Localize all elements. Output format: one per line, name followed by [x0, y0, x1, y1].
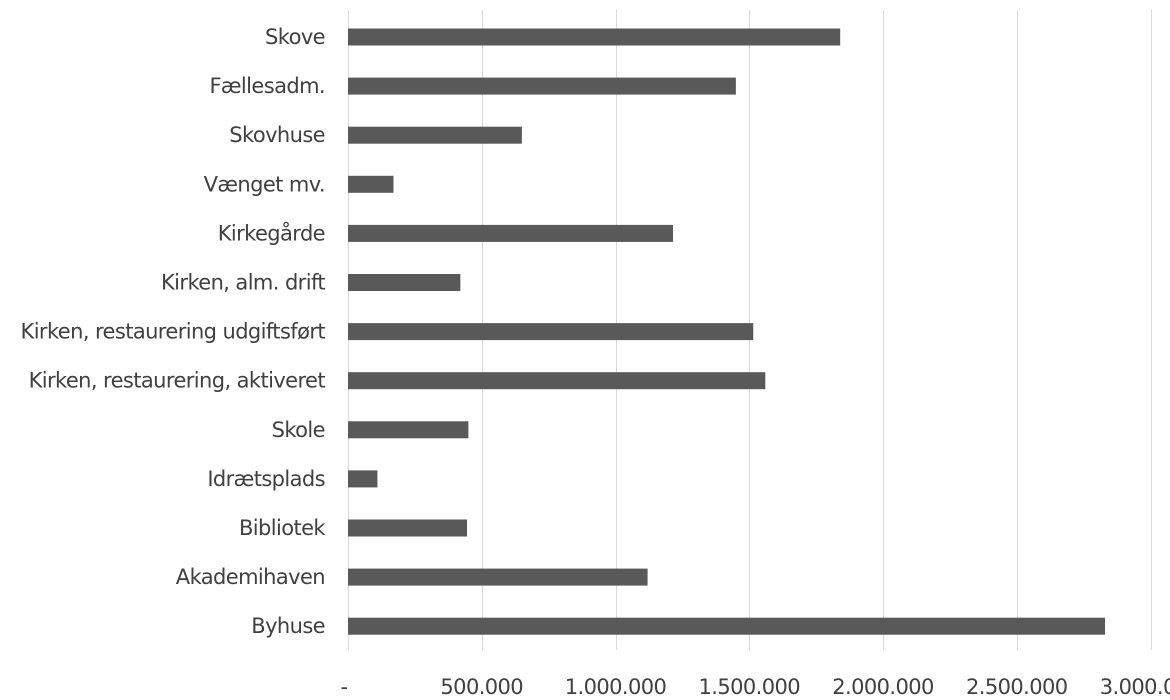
category-label-0: Skove: [265, 25, 325, 49]
category-label-6: Kirken, restaurering udgiftsført: [21, 320, 326, 344]
category-label-3: Vænget mv.: [204, 172, 325, 196]
bar-0: [348, 28, 841, 46]
x-tick-label-0: -: [341, 675, 348, 699]
category-label-4: Kirkegårde: [218, 220, 325, 245]
bar-5: [348, 274, 461, 291]
x-tick-label-6: 3.000.000: [1100, 675, 1170, 699]
x-tick-label-2: 1.000.000: [565, 675, 666, 699]
category-label-8: Skole: [272, 418, 325, 442]
category-label-2: Skovhuse: [229, 123, 325, 147]
category-label-12: Byhuse: [251, 614, 325, 638]
bar-1: [348, 77, 736, 95]
x-tick-label-3: 1.500.000: [699, 675, 800, 699]
x-axis-tick-labels: - 500.000 1.000.000 1.500.000 2.000.000 2.500…: [341, 675, 1170, 699]
category-label-9: Idrætsplads: [207, 467, 325, 491]
bar-3: [348, 175, 394, 193]
bar-8: [348, 421, 469, 439]
bar-9: [348, 470, 378, 488]
category-label-5: Kirken, alm. drift: [161, 271, 325, 295]
category-label-10: Bibliotek: [239, 516, 326, 540]
category-label-7: Kirken, restaurering, aktiveret: [29, 369, 326, 393]
bar-4: [348, 224, 674, 242]
bars: [348, 28, 1106, 635]
category-label-11: Akademihaven: [176, 565, 325, 589]
category-labels: Skove Fællesadm. Skovhuse Vænget mv. Kirkegå…: [21, 25, 327, 638]
x-tick-label-4: 2.000.000: [832, 675, 933, 699]
category-label-1: Fællesadm.: [209, 74, 325, 98]
bar-2: [348, 126, 522, 144]
x-tick-label-5: 2.500.000: [966, 675, 1067, 699]
bar-7: [348, 372, 766, 390]
bar-10: [348, 519, 468, 537]
bar-12: [348, 617, 1106, 635]
bar-6: [348, 323, 754, 341]
bar-11: [348, 568, 648, 586]
x-tick-label-1: 500.000: [440, 675, 523, 699]
